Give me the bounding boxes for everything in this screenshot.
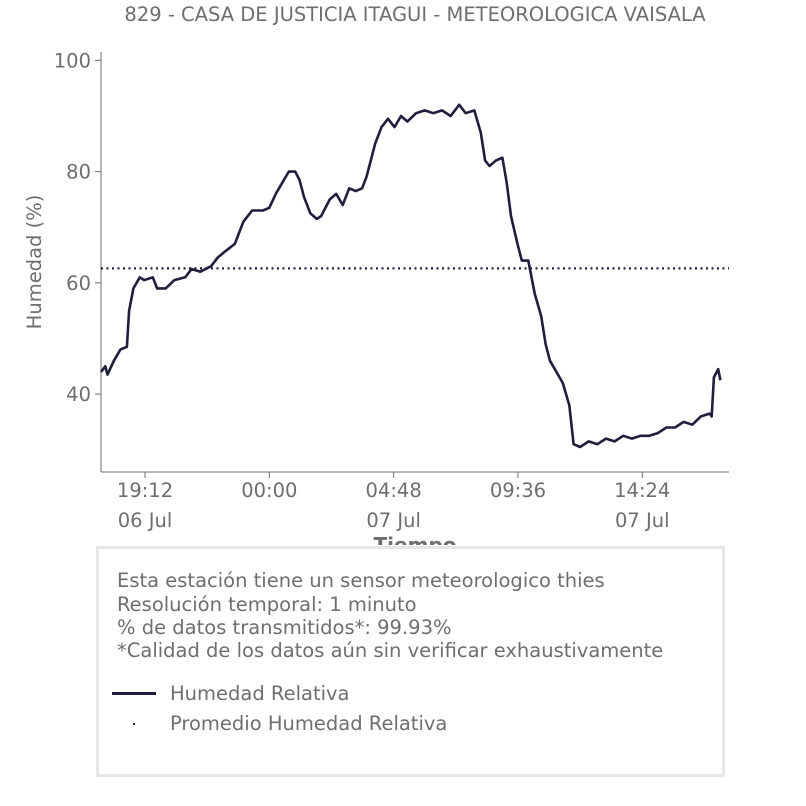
- y-axis-label: Humedad (%): [23, 195, 46, 330]
- y-tick-label: 60: [66, 272, 91, 295]
- info-note: Esta estación tiene un sensor meteorolog…: [117, 569, 605, 592]
- x-tick-time-label: 04:48: [366, 479, 422, 502]
- legend-swatch-humidity: [112, 692, 156, 695]
- x-tick-time-label: 14:24: [614, 479, 670, 502]
- x-tick-date-label: 07 Jul: [366, 509, 421, 532]
- x-ticks: 19:12 06 Jul 00:00 04:48 07 Jul 09:36 14:24 07 …: [117, 472, 670, 532]
- x-tick-time-label: 00:00: [241, 479, 297, 502]
- x-tick-date-label: 06 Jul: [118, 509, 173, 532]
- y-tick-label: 100: [54, 49, 91, 72]
- legend-label-humidity: Humedad Relativa: [170, 682, 350, 705]
- legend-swatch-mean: [133, 723, 135, 725]
- info-box: Esta estación tiene un sensor meteorolog…: [96, 546, 725, 777]
- x-tick-date-label: 07 Jul: [615, 509, 670, 532]
- x-tick-time-label: 19:12: [117, 479, 173, 502]
- info-note: Resolución temporal: 1 minuto: [117, 593, 417, 616]
- x-axis-label: Tiempo: [374, 533, 457, 545]
- humidity-series-line: [99, 103, 722, 449]
- y-ticks: 40 60 80 100: [54, 49, 101, 406]
- info-note: % de datos transmitidos*: 99.93%: [117, 616, 452, 639]
- legend-label-mean: Promedio Humedad Relativa: [170, 712, 448, 735]
- info-note: *Calidad de los datos aún sin verificar …: [117, 639, 664, 662]
- y-tick-label: 80: [66, 161, 91, 184]
- chart-title: 829 - CASA DE JUSTICIA ITAGUI - METEOROL…: [124, 3, 706, 26]
- humidity-chart: 829 - CASA DE JUSTICIA ITAGUI - METEOROL…: [23, 3, 729, 545]
- y-tick-label: 40: [66, 383, 91, 406]
- x-tick-time-label: 09:36: [490, 479, 546, 502]
